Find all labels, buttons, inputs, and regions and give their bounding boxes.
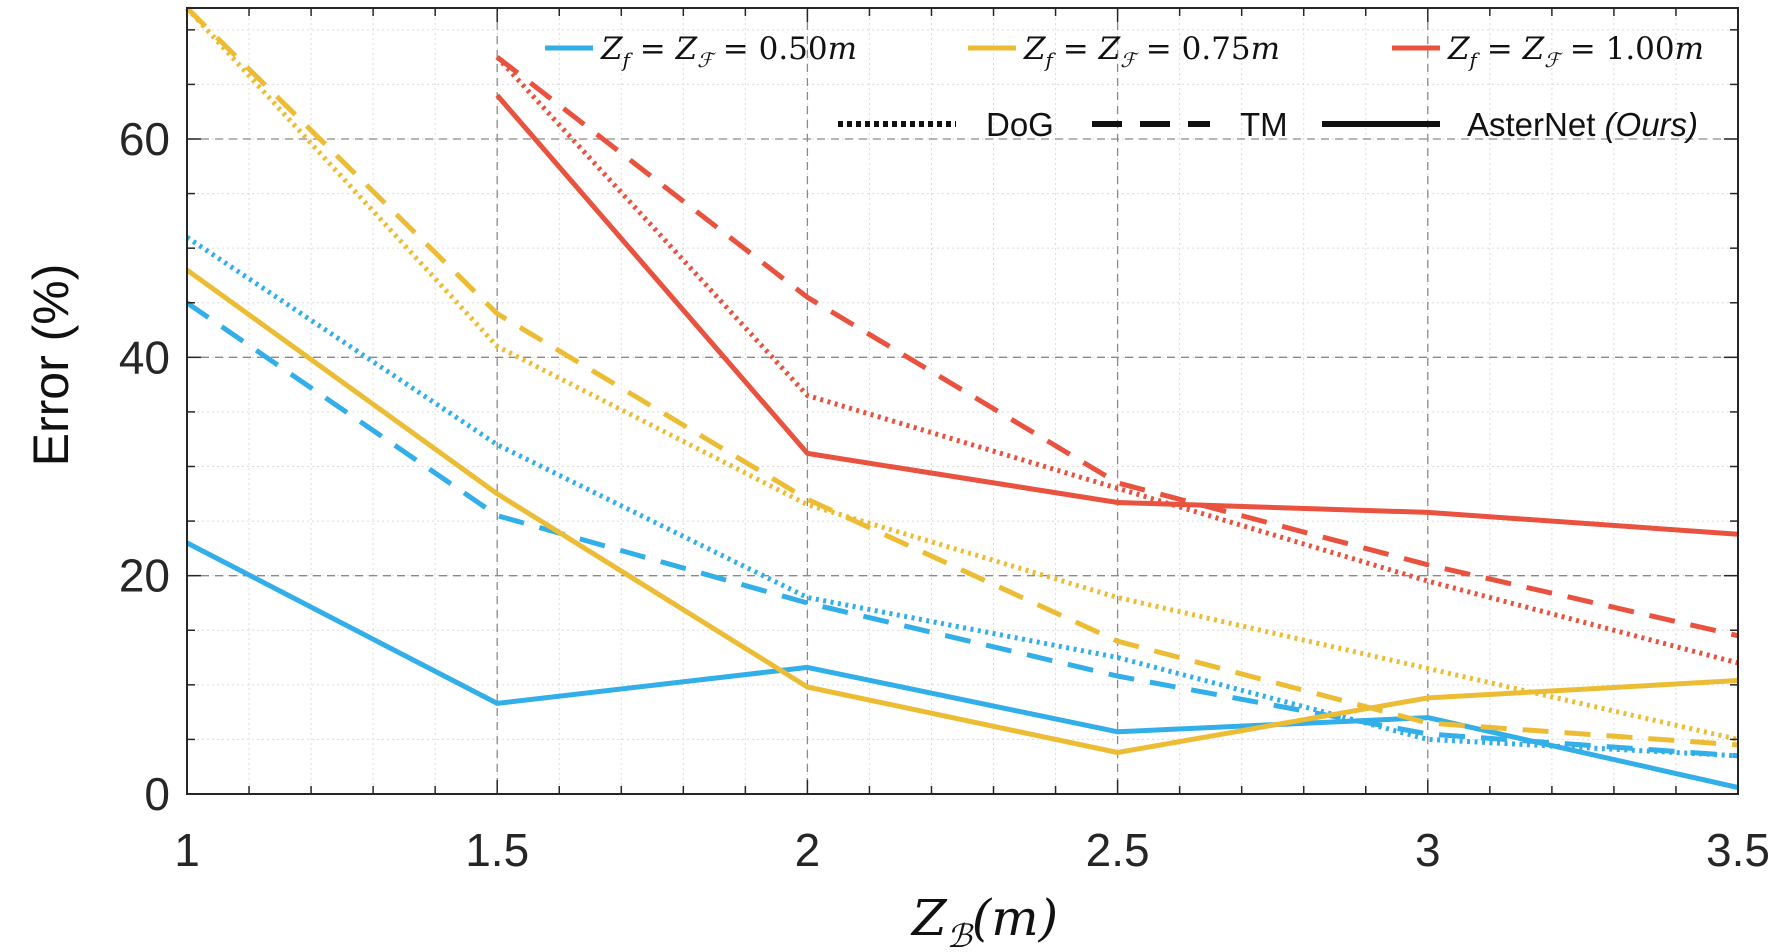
color-legend-label: Zf = Zℱ = 1.00m — [1447, 31, 1704, 72]
x-tick-label: 1.5 — [465, 824, 529, 876]
series-line-tm-0_50 — [185, 300, 1739, 759]
color-legend: Zf = Zℱ = 0.50m Zf = Zℱ = 0.75m Zf = Zℱ = … — [545, 31, 1704, 72]
x-axis-label-subscript: ℬ — [947, 917, 975, 952]
y-tick-label: 0 — [144, 768, 170, 820]
style-legend: DoG TM AsterNet (Ours) — [838, 106, 1698, 143]
plot-frame — [186, 7, 1739, 795]
y-tick-label: 40 — [119, 331, 170, 383]
series-line-dog-0_75 — [185, 6, 1739, 742]
style-legend-label: DoG — [986, 106, 1054, 143]
color-legend-label: Zf = Zℱ = 0.75m — [1023, 31, 1280, 72]
series-line-tm-1_00 — [495, 55, 1739, 639]
y-tick-label: 60 — [119, 113, 170, 165]
y-tick-label: 20 — [119, 550, 170, 602]
series-line-dog-1_00 — [495, 55, 1739, 666]
x-tick-label: 2.5 — [1086, 824, 1150, 876]
y-tick-labels: 0 20 40 60 — [119, 113, 170, 820]
series-lines — [185, 6, 1739, 790]
series-line-asternet-0_75 — [185, 267, 1739, 755]
series-line-asternet-1_00 — [495, 93, 1739, 537]
x-tick-label: 3.5 — [1706, 824, 1770, 876]
series-line-dog-0_50 — [185, 235, 1739, 759]
x-tick-label: 1 — [174, 824, 200, 876]
x-tick-label: 3 — [1415, 824, 1441, 876]
style-legend-label: TM — [1240, 106, 1288, 143]
style-legend-label: AsterNet (Ours) — [1467, 106, 1698, 143]
x-tick-labels: 1 1.5 2 2.5 3 3.5 — [174, 824, 1770, 876]
x-tick-label: 2 — [795, 824, 821, 876]
series-line-tm-0_75 — [185, 6, 1739, 748]
tick-marks — [186, 8, 1739, 795]
series-line-asternet-0_50 — [185, 540, 1739, 790]
x-axis-label: Zℬ(m) — [910, 889, 1058, 952]
y-axis-label: Error (%) — [23, 264, 79, 467]
x-axis-label-rest: (m) — [972, 889, 1058, 947]
x-axis-label-main: Z — [910, 889, 948, 947]
color-legend-label: Zf = Zℱ = 0.50m — [600, 31, 857, 72]
